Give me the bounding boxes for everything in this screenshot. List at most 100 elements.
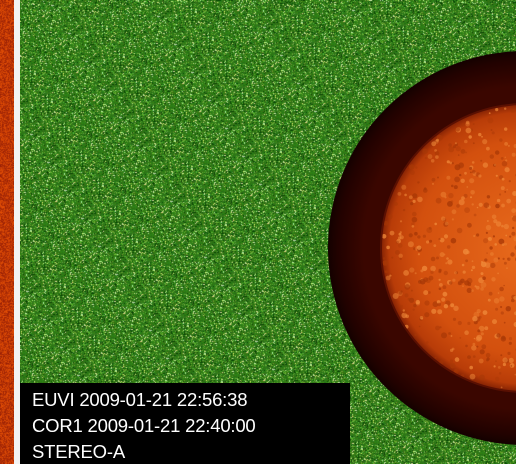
solar-granule — [497, 366, 501, 369]
solar-granule — [488, 291, 493, 296]
solar-granule — [430, 270, 434, 274]
solar-granule — [473, 234, 476, 238]
solar-granule — [500, 305, 503, 309]
solar-granule — [438, 287, 442, 291]
solar-granule — [480, 332, 484, 336]
solar-granule — [390, 273, 393, 275]
solar-granule — [438, 237, 441, 241]
solar-granule — [489, 154, 494, 159]
solar-granule — [485, 231, 488, 234]
solar-granule — [456, 227, 463, 234]
solar-granule — [465, 120, 470, 125]
solar-granule — [423, 290, 429, 296]
solar-granule — [389, 274, 392, 277]
solar-granule — [409, 164, 415, 170]
solar-granule — [485, 224, 492, 231]
euvi-timestamp: EUVI 2009-01-21 22:56:38 — [32, 389, 248, 410]
solar-granule — [511, 216, 514, 218]
solar-granule — [501, 224, 504, 228]
solar-granule — [482, 139, 488, 145]
solar-granule — [460, 178, 465, 183]
solar-granule — [443, 304, 449, 309]
solar-granule — [472, 123, 475, 125]
solar-granule — [509, 363, 515, 368]
solar-granule — [448, 146, 455, 153]
solar-granule — [449, 362, 456, 369]
solar-granule — [426, 227, 433, 234]
solar-granule — [476, 206, 479, 209]
solar-granule — [462, 270, 466, 274]
solar-granule — [494, 243, 498, 246]
solar-granule — [508, 341, 512, 345]
solar-granule — [495, 307, 499, 311]
solar-granule — [486, 146, 490, 151]
solar-granule — [415, 166, 418, 169]
solar-granule — [458, 162, 464, 168]
solar-granule — [394, 202, 398, 206]
solar-granule — [448, 192, 454, 199]
solar-granule — [426, 341, 429, 344]
solar-granule — [404, 284, 411, 290]
solar-granule — [411, 222, 415, 226]
solar-granule — [487, 117, 494, 124]
solar-granule — [435, 197, 442, 204]
solar-granule — [483, 238, 489, 244]
solar-granule — [508, 357, 514, 363]
solar-granule — [414, 272, 417, 275]
solar-granule — [476, 285, 480, 290]
solar-granule — [446, 245, 451, 249]
solar-granule — [495, 203, 500, 209]
solar-granule — [413, 303, 417, 308]
solar-granule — [409, 297, 415, 303]
solar-granule — [483, 202, 490, 208]
solar-granule — [388, 214, 393, 220]
solar-granule — [484, 258, 488, 262]
solar-granule — [506, 198, 512, 204]
solar-granule — [507, 144, 510, 147]
solar-granule — [444, 221, 449, 226]
solar-granule — [401, 312, 408, 319]
solar-granule — [452, 317, 457, 321]
solar-granule — [509, 235, 512, 238]
solar-granule — [417, 181, 420, 184]
solar-granule — [461, 263, 465, 267]
solar-granule — [454, 369, 459, 374]
solar-granule — [493, 163, 496, 167]
panel-divider — [14, 0, 20, 464]
solar-granule — [498, 238, 505, 245]
solar-granule — [497, 292, 500, 294]
solar-granule — [499, 286, 504, 292]
solar-granule — [497, 272, 499, 275]
solar-granule — [511, 152, 516, 157]
solar-granule — [478, 325, 485, 332]
solar-granule — [430, 265, 436, 272]
solar-granule — [470, 269, 473, 272]
solar-granule — [423, 188, 428, 193]
solar-granule — [422, 148, 428, 154]
solar-granule — [451, 184, 454, 188]
solar-granule — [445, 262, 448, 265]
solar-granule — [450, 237, 457, 244]
solar-granule — [507, 351, 511, 355]
solar-granule — [499, 296, 505, 302]
solar-granule — [505, 159, 508, 162]
solar-granule — [504, 107, 507, 110]
solar-granule — [383, 220, 389, 226]
solar-granule — [463, 193, 468, 198]
solar-granule — [449, 359, 454, 363]
solar-granule — [461, 196, 465, 201]
solar-granule — [510, 110, 514, 113]
solar-granule — [493, 257, 499, 263]
solar-granule — [450, 348, 454, 352]
solar-granule — [424, 312, 430, 318]
solar-granule — [396, 238, 402, 244]
cor1-timestamp: COR1 2009-01-21 22:40:00 — [32, 415, 256, 436]
solar-granule — [382, 260, 389, 266]
solar-granule — [503, 321, 506, 324]
solar-granule — [512, 226, 515, 230]
solar-granule — [462, 248, 469, 255]
solar-granule — [453, 185, 458, 190]
solar-granule — [451, 218, 454, 221]
solar-granule — [471, 203, 474, 206]
